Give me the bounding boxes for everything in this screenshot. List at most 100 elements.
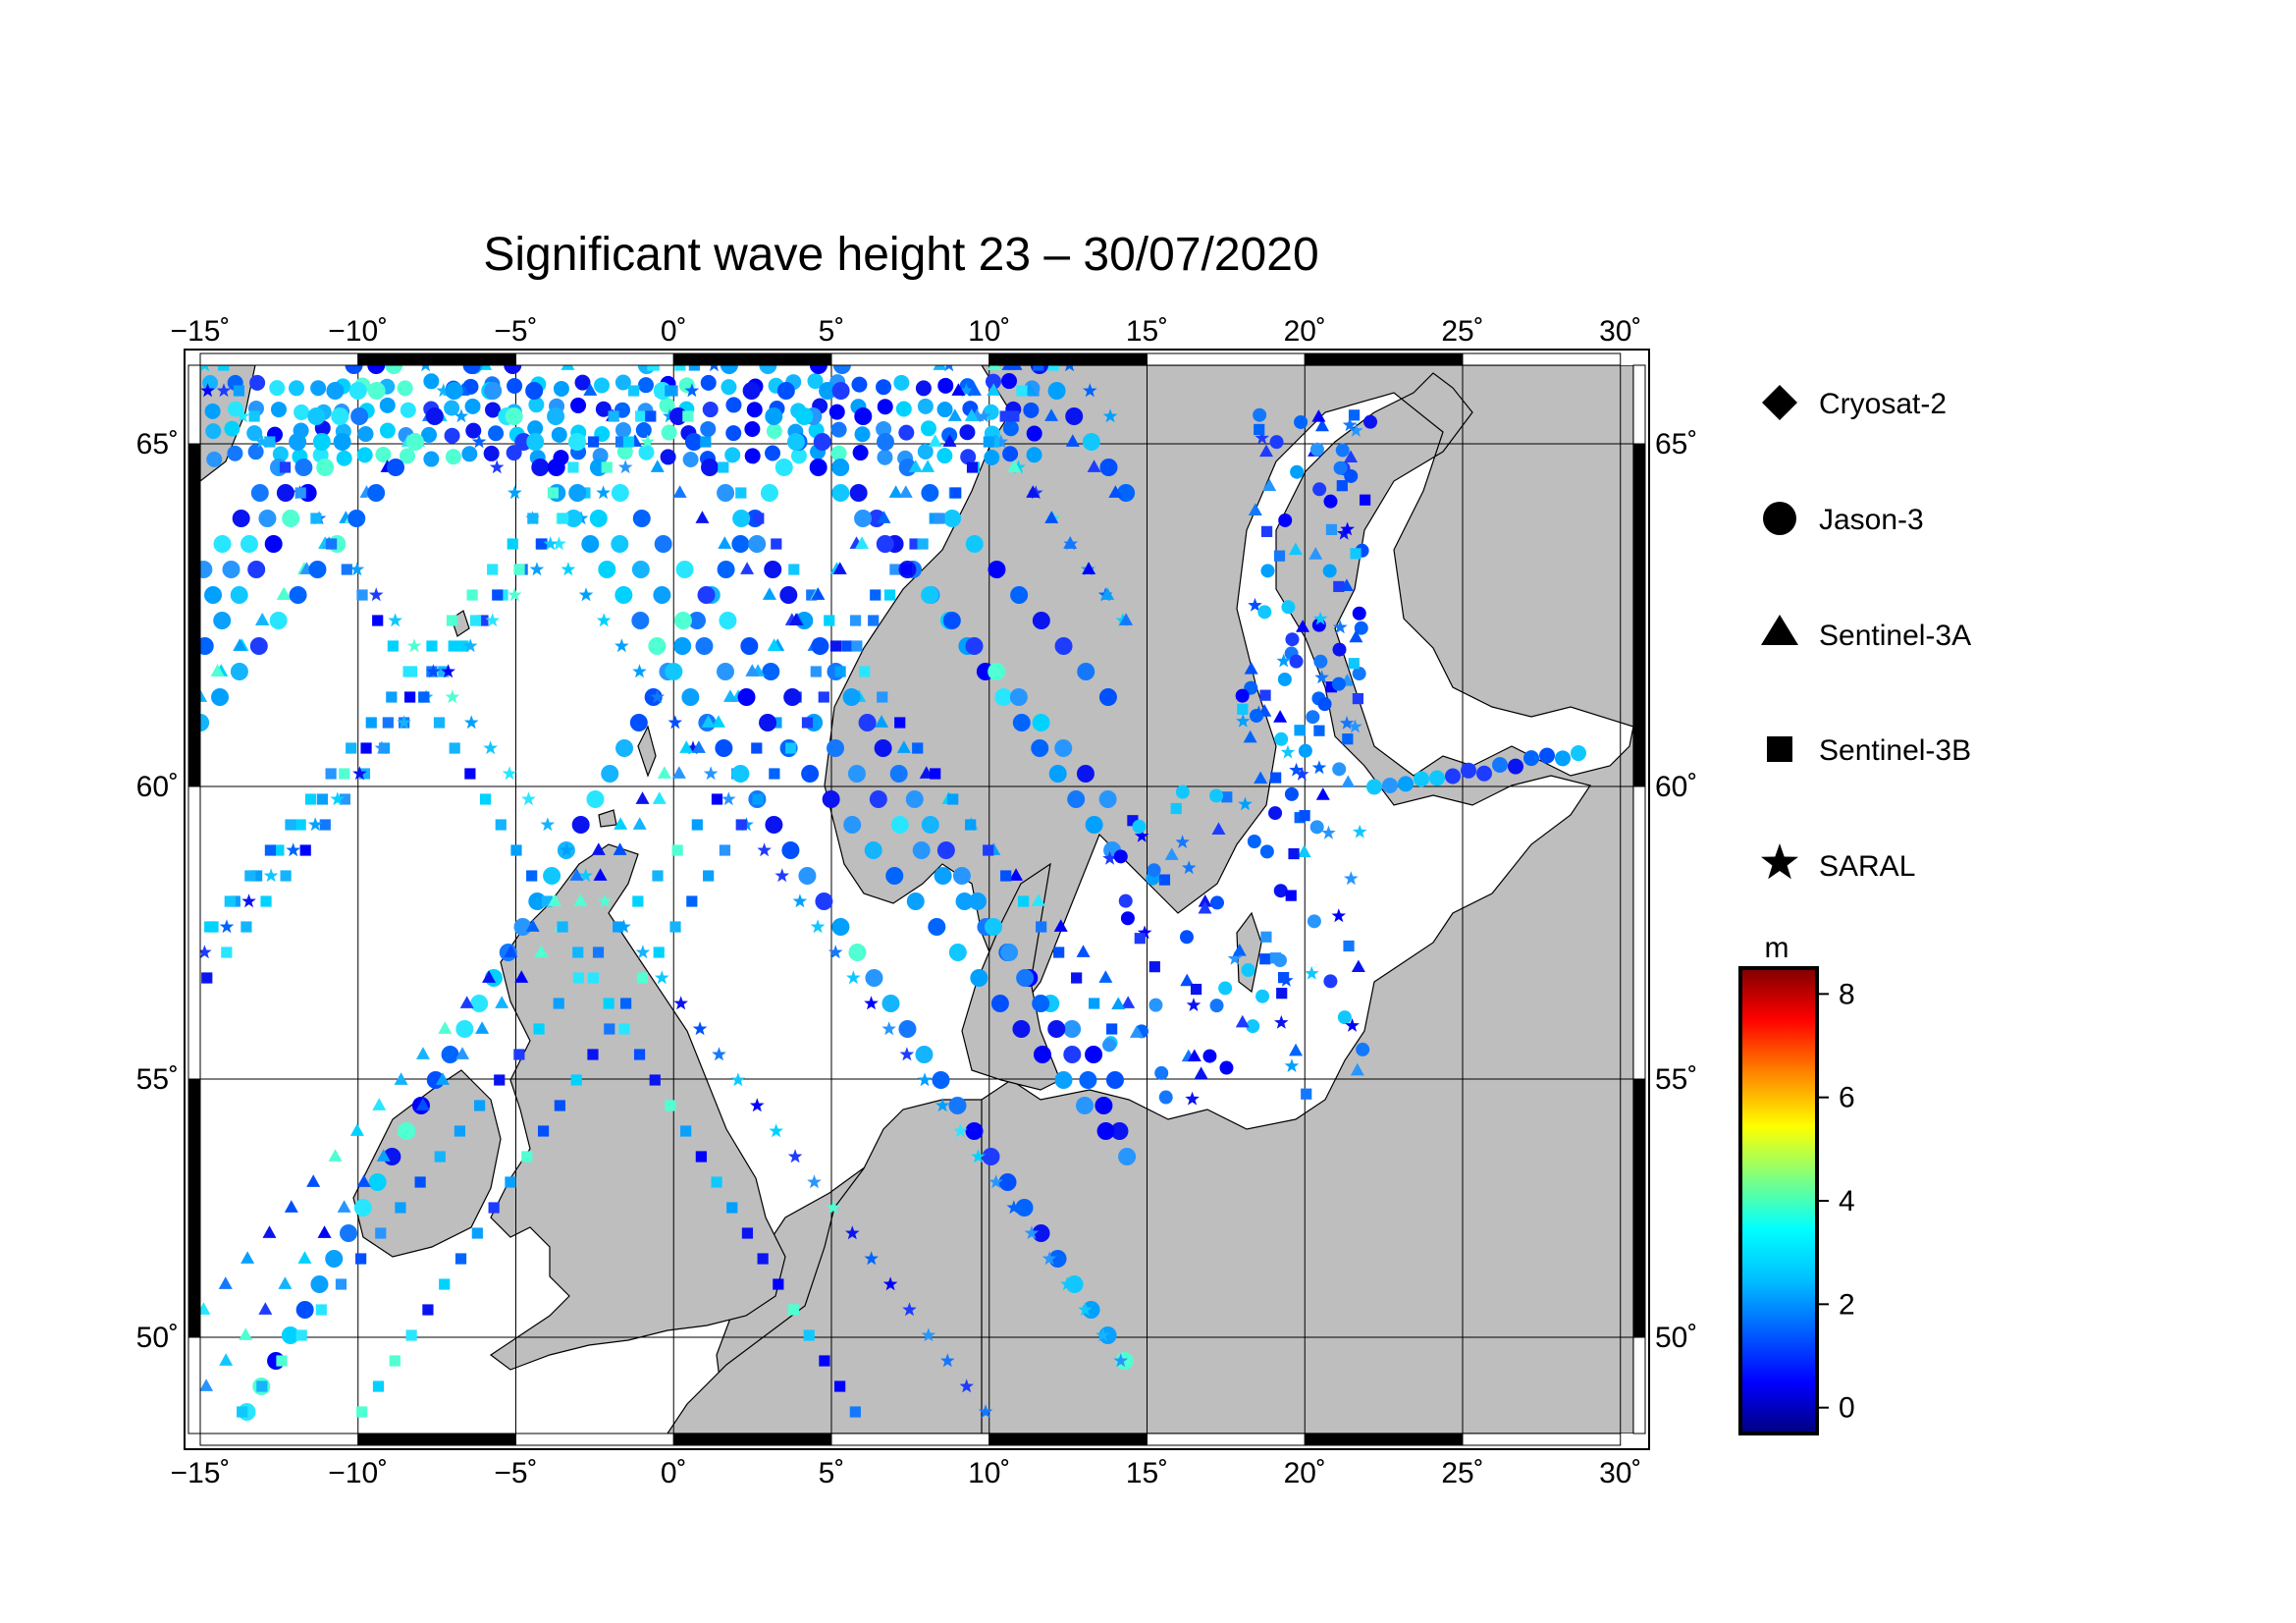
track-point-circle xyxy=(858,714,877,731)
track-point-square xyxy=(1106,1023,1118,1035)
track-point-square xyxy=(773,1278,784,1290)
track-point-square xyxy=(457,640,469,652)
track-point-triangle xyxy=(933,365,947,370)
track-point-circle xyxy=(276,484,294,502)
track-point-triangle xyxy=(695,511,710,523)
track-point-circle xyxy=(379,422,396,439)
track-point-circle xyxy=(247,561,266,578)
track-point-circle xyxy=(1032,714,1050,731)
track-point-circle xyxy=(205,423,222,440)
track-point-star xyxy=(1134,828,1149,842)
track-point-circle xyxy=(307,407,326,425)
track-point-star xyxy=(596,485,611,500)
track-point-square xyxy=(527,513,539,524)
track-point-circle xyxy=(848,944,867,961)
track-point-star xyxy=(543,536,558,551)
left-lat-tick-label: 60˚ xyxy=(136,771,179,803)
track-point-square xyxy=(983,844,994,856)
track-point-circle xyxy=(877,449,893,465)
track-point-square xyxy=(851,640,863,652)
track-point-circle xyxy=(660,449,676,465)
track-point-square xyxy=(448,640,459,652)
track-point-circle xyxy=(616,444,633,460)
track-point-circle xyxy=(766,423,782,440)
track-point-square xyxy=(636,972,649,984)
track-point-star xyxy=(559,842,574,857)
track-point-circle xyxy=(1098,688,1117,706)
track-point-square xyxy=(505,1176,516,1188)
track-point-square xyxy=(1342,733,1354,745)
top-lon-tick-label: −10˚ xyxy=(328,315,388,348)
track-point-square xyxy=(785,742,797,754)
track-point-circle xyxy=(760,484,778,502)
track-point-star xyxy=(1060,1276,1075,1291)
track-point-square xyxy=(1348,658,1360,670)
top-border-segment xyxy=(988,352,1148,366)
track-point-circle xyxy=(1247,835,1261,849)
track-point-star xyxy=(507,587,522,602)
track-point-circle xyxy=(614,421,631,438)
track-point-triangle xyxy=(928,434,942,447)
track-point-triangle xyxy=(1108,485,1123,498)
track-point-square xyxy=(1008,410,1020,422)
track-point-square xyxy=(1000,870,1012,882)
track-point-square xyxy=(402,666,414,677)
track-point-square xyxy=(1089,998,1100,1009)
track-point-circle xyxy=(952,867,971,885)
bottom-lon-tick-label: 10˚ xyxy=(968,1457,1010,1489)
track-point-circle xyxy=(564,510,583,527)
track-point-square xyxy=(533,1023,545,1035)
track-point-triangle xyxy=(613,842,627,855)
right-border-segment xyxy=(1632,1078,1646,1338)
track-point-circle xyxy=(659,397,675,413)
track-point-circle xyxy=(246,425,263,442)
track-point-star xyxy=(330,791,346,806)
track-point-triangle xyxy=(1311,409,1326,422)
track-point-square xyxy=(541,895,553,907)
track-point-square xyxy=(339,768,350,780)
track-point-star xyxy=(529,562,545,576)
track-point-circle xyxy=(1492,757,1508,774)
track-point-triangle xyxy=(1349,629,1363,643)
legend-item-jason: Jason-3 xyxy=(1763,502,1924,536)
track-point-circle xyxy=(960,449,977,465)
track-point-square xyxy=(404,691,416,703)
right-lat-tick-label: 50˚ xyxy=(1655,1322,1697,1354)
legend-label: SARAL xyxy=(1819,850,1915,883)
top-lon-tick-label: 10˚ xyxy=(968,315,1010,348)
right-border-segment xyxy=(1632,1336,1646,1434)
track-point-circle xyxy=(962,401,979,417)
track-point-circle xyxy=(423,373,440,390)
track-point-star xyxy=(1340,521,1355,536)
track-point-square xyxy=(841,640,853,652)
legend-item-cryosat: Cryosat-2 xyxy=(1762,385,1947,420)
track-point-triangle xyxy=(1198,893,1212,907)
track-point-circle xyxy=(527,420,544,437)
right-lat-tick-label: 55˚ xyxy=(1655,1063,1697,1096)
track-point-square xyxy=(1269,952,1282,964)
track-point-circle xyxy=(1307,914,1321,929)
track-point-circle xyxy=(294,404,310,420)
track-point-triangle xyxy=(1262,478,1277,491)
track-point-square xyxy=(507,538,518,550)
track-point-square xyxy=(547,487,559,499)
track-point-circle xyxy=(1539,747,1555,764)
track-point-square xyxy=(695,1151,707,1163)
track-point-triangle xyxy=(1288,542,1303,556)
track-point-square xyxy=(883,589,896,601)
track-point-circle xyxy=(851,376,868,393)
track-point-circle xyxy=(1335,443,1350,458)
track-point-square xyxy=(753,513,765,524)
map-graticule xyxy=(200,365,1633,1434)
track-point-star xyxy=(1345,1018,1360,1032)
track-point-star xyxy=(845,1225,860,1240)
track-point-square xyxy=(1260,931,1272,943)
track-point-square xyxy=(917,538,929,550)
track-point-circle xyxy=(295,1301,314,1319)
track-point-circle xyxy=(353,1199,372,1217)
track-point-square xyxy=(294,487,306,499)
track-point-square xyxy=(810,666,822,677)
map-tick-labels: −15˚ −10˚ −5˚ 0˚ 5˚ 10˚ 15˚ 20˚ 25˚ 30˚ −15˚ −10˚ −… xyxy=(136,315,1698,1489)
track-point-circle xyxy=(258,510,277,527)
